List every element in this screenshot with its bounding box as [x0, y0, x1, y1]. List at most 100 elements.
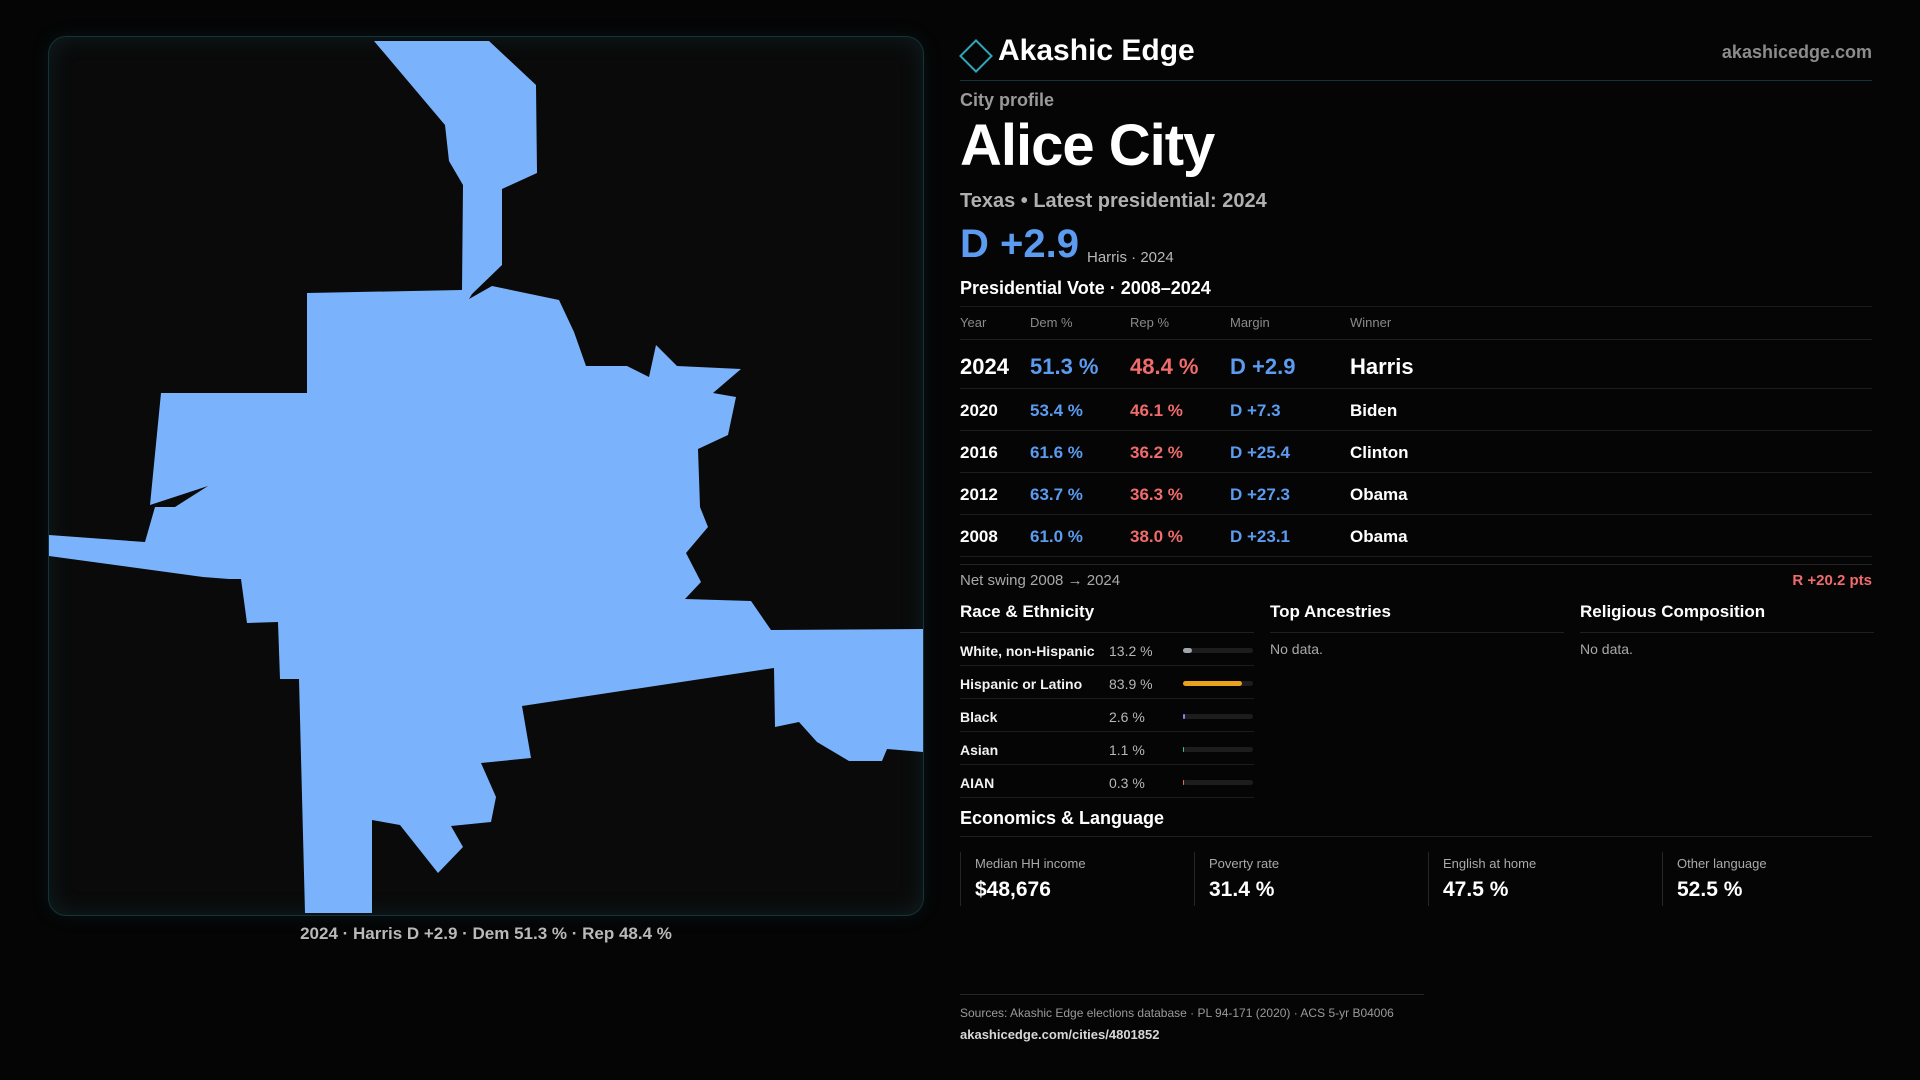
race-bar-track: [1183, 648, 1253, 653]
race-bar-track: [1183, 780, 1253, 785]
list-item: Black 2.6 %: [960, 699, 1254, 732]
table-row: 2008 61.0 % 38.0 % D +23.1 Obama: [960, 515, 1872, 557]
stat-label: Other language: [1677, 856, 1767, 871]
economics-title: Economics & Language: [960, 808, 1165, 828]
row-winner: Obama: [1350, 527, 1408, 546]
list-item: White, non-Hispanic 13.2 %: [960, 633, 1254, 666]
race-ethnicity-section: Race & Ethnicity White, non-Hispanic 13.…: [960, 602, 1254, 798]
stat-other-language: Other language 52.5 %: [1662, 852, 1883, 906]
race-label: AIAN: [960, 775, 995, 791]
row-dem: 61.0 %: [1030, 527, 1083, 546]
stat-label: English at home: [1443, 856, 1537, 871]
list-item: Asian 1.1 %: [960, 732, 1254, 765]
latest-margin-note: Harris · 2024: [1087, 249, 1174, 266]
table-row: 2024 51.3 % 48.4 % D +2.9 Harris: [960, 340, 1872, 389]
race-pct: 13.2 %: [1109, 643, 1153, 659]
race-label: Black: [960, 709, 998, 725]
race-pct: 83.9 %: [1109, 676, 1153, 692]
vote-section-title: Presidential Vote · 2008–2024: [960, 278, 1211, 298]
divider: [960, 564, 1872, 565]
list-item: AIAN 0.3 %: [960, 765, 1254, 798]
header-year: Year: [960, 315, 987, 330]
table-row: 2016 61.6 % 36.2 % D +25.4 Clinton: [960, 431, 1872, 473]
ancestries-empty-text: No data.: [1270, 641, 1323, 657]
stat-median-income: Median HH income $48,676: [960, 852, 1181, 906]
ancestries-title: Top Ancestries: [1270, 602, 1564, 633]
row-rep: 46.1 %: [1130, 401, 1183, 420]
page-title: Alice City: [960, 113, 1215, 178]
row-winner: Obama: [1350, 485, 1408, 504]
brand-header: Akashic Edge akashicedge.com: [959, 30, 1872, 81]
race-bar-track: [1183, 747, 1253, 752]
vote-table: Year Dem % Rep % Margin Winner 2024 51.3…: [960, 306, 1872, 557]
race-section-title: Race & Ethnicity: [960, 602, 1254, 633]
stat-english-at-home: English at home 47.5 %: [1428, 852, 1649, 906]
brand-name[interactable]: Akashic Edge: [998, 34, 1195, 67]
row-winner: Clinton: [1350, 443, 1409, 462]
race-pct: 2.6 %: [1109, 709, 1145, 725]
page-subtitle: Texas • Latest presidential: 2024: [960, 190, 1267, 212]
row-winner: Biden: [1350, 401, 1398, 420]
stat-value: 52.5 %: [1677, 878, 1743, 901]
race-bar-fill: [1183, 648, 1193, 653]
city-boundary-map[interactable]: [48, 36, 924, 916]
row-dem: 61.6 %: [1030, 443, 1083, 462]
race-label: Hispanic or Latino: [960, 676, 1083, 692]
header-margin: Margin: [1230, 315, 1270, 330]
row-rep: 48.4 %: [1130, 354, 1199, 379]
brand-url-link[interactable]: akashicedge.com: [1721, 42, 1872, 62]
header-rep: Rep %: [1130, 315, 1170, 330]
economics-stats: Median HH income $48,676 Poverty rate 31…: [960, 852, 1872, 906]
religion-title: Religious Composition: [1580, 602, 1874, 633]
stat-poverty-rate: Poverty rate 31.4 %: [1194, 852, 1415, 906]
ancestries-section: Top Ancestries No data.: [1270, 602, 1564, 657]
race-bar-track: [1183, 681, 1253, 686]
list-item: Hispanic or Latino 83.9 %: [960, 666, 1254, 699]
city-boundary-shape: [49, 41, 923, 913]
map-caption: 2024 · Harris D +2.9 · Dem 51.3 % · Rep …: [300, 924, 672, 943]
row-rep: 38.0 %: [1130, 527, 1183, 546]
diamond-logo-icon: [959, 39, 993, 73]
row-margin: D +25.4: [1230, 443, 1291, 462]
row-rep: 36.2 %: [1130, 443, 1183, 462]
stat-value: 31.4 %: [1209, 878, 1275, 901]
row-year: 2008: [960, 527, 998, 546]
race-bar-fill: [1183, 747, 1185, 752]
race-pct: 1.1 %: [1109, 742, 1145, 758]
race-label: White, non-Hispanic: [960, 643, 1095, 659]
divider: [960, 994, 1424, 995]
row-year: 2016: [960, 443, 998, 462]
stat-value: $48,676: [975, 878, 1051, 901]
latest-margin: D +2.9: [960, 222, 1079, 266]
row-winner: Harris: [1350, 354, 1414, 379]
row-margin: D +23.1: [1230, 527, 1291, 546]
net-swing-value: R +20.2 pts: [1792, 572, 1872, 589]
net-swing-label: Net swing 2008 → 2024: [960, 572, 1121, 589]
row-year: 2012: [960, 485, 998, 504]
race-pct: 0.3 %: [1109, 775, 1145, 791]
race-bar-fill: [1183, 681, 1242, 686]
economics-header: Economics & Language: [960, 806, 1872, 837]
race-label: Asian: [960, 742, 999, 758]
race-bar-track: [1183, 714, 1253, 719]
vote-table-header: Year Dem % Rep % Margin Winner: [960, 306, 1872, 340]
row-margin: D +2.9: [1230, 354, 1296, 379]
header-winner: Winner: [1350, 315, 1392, 330]
row-margin: D +27.3: [1230, 485, 1291, 504]
row-dem: 63.7 %: [1030, 485, 1083, 504]
table-row: 2020 53.4 % 46.1 % D +7.3 Biden: [960, 389, 1872, 431]
row-dem: 51.3 %: [1030, 354, 1099, 379]
city-permalink[interactable]: akashicedge.com/cities/4801852: [960, 1027, 1160, 1042]
row-year: 2020: [960, 401, 998, 420]
header-dem: Dem %: [1030, 315, 1073, 330]
stat-value: 47.5 %: [1443, 878, 1509, 901]
row-year: 2024: [960, 354, 1009, 379]
page-eyebrow: City profile: [960, 90, 1055, 110]
table-row: 2012 63.7 % 36.3 % D +27.3 Obama: [960, 473, 1872, 515]
row-rep: 36.3 %: [1130, 485, 1183, 504]
stat-label: Poverty rate: [1209, 856, 1280, 871]
race-list: White, non-Hispanic 13.2 % Hispanic or L…: [960, 633, 1254, 798]
race-bar-fill: [1183, 780, 1185, 785]
religion-section: Religious Composition No data.: [1580, 602, 1874, 657]
row-margin: D +7.3: [1230, 401, 1281, 420]
